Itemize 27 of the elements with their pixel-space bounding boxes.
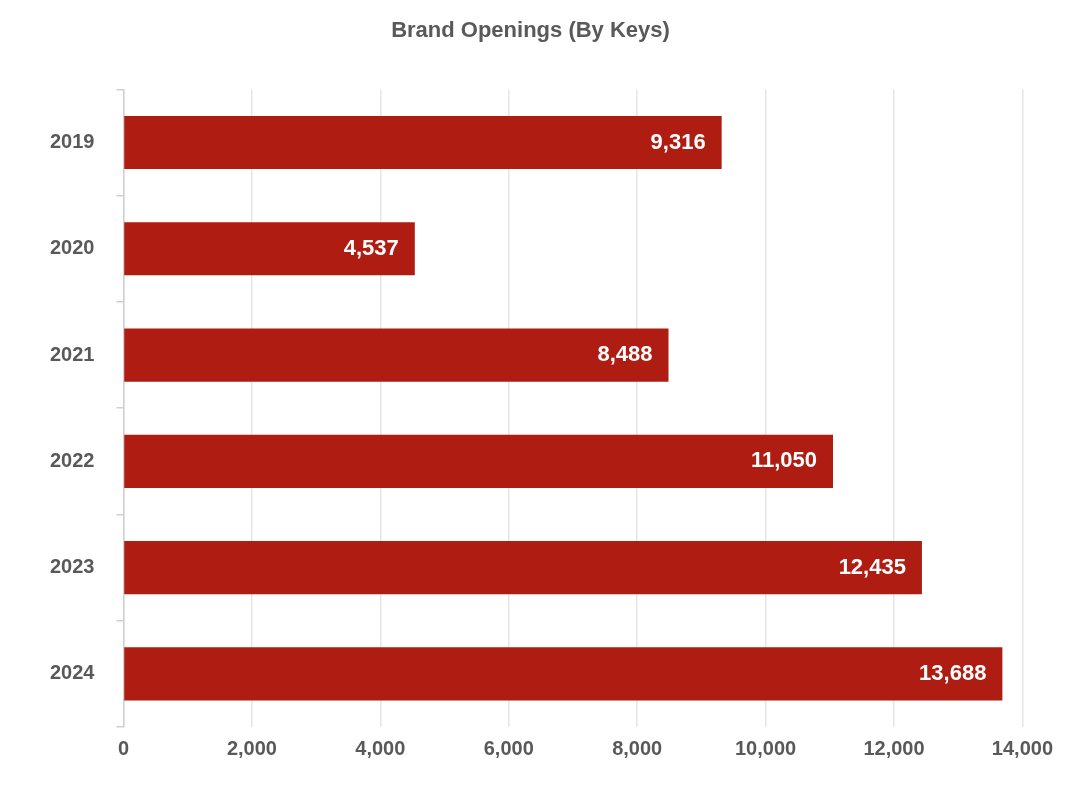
x-tick-label: 14,000 (991, 736, 1053, 759)
bar (124, 222, 415, 276)
x-tick-label: 6,000 (483, 736, 534, 759)
x-tick-label: 10,000 (734, 736, 797, 759)
y-tick-label: 2019 (49, 130, 95, 153)
data-label: 13,688 (919, 659, 987, 685)
x-tick-label: 0 (117, 736, 130, 759)
data-label: 9,316 (650, 128, 706, 154)
y-tick-label: 2020 (49, 236, 95, 259)
y-tick-label: 2022 (49, 448, 95, 471)
y-tick-label: 2024 (49, 661, 96, 684)
bar (124, 541, 922, 595)
data-label: 11,050 (750, 447, 817, 473)
data-label: 4,537 (343, 234, 399, 260)
y-tick-label: 2021 (49, 342, 95, 365)
data-label: 12,435 (838, 553, 906, 579)
chart-title: Brand Openings (By Keys) (391, 17, 670, 43)
data-label: 8,488 (597, 341, 653, 367)
bar (124, 328, 669, 382)
bar (124, 115, 722, 170)
x-tick-label: 2,000 (226, 736, 277, 759)
bar (124, 434, 833, 488)
y-tick-label: 2023 (49, 555, 95, 578)
x-tick-label: 8,000 (612, 736, 663, 759)
x-tick-label: 12,000 (863, 736, 925, 759)
x-tick-label: 4,000 (355, 736, 406, 759)
bar (124, 647, 1003, 701)
